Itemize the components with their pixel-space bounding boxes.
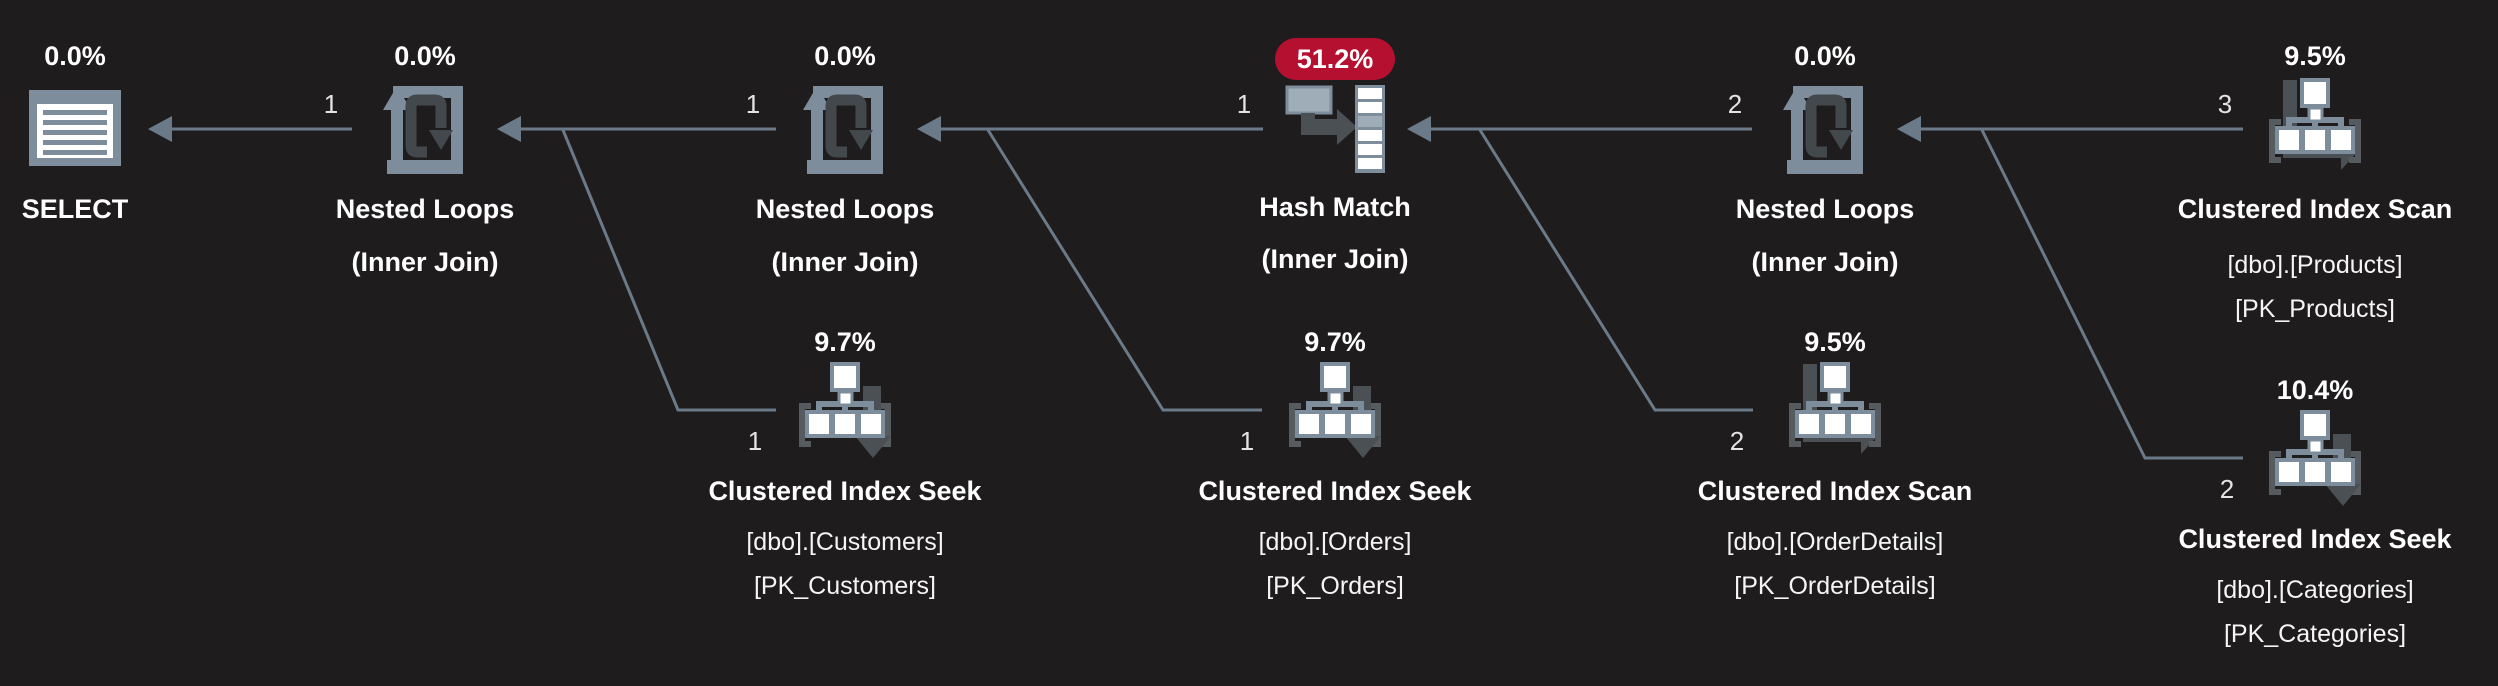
node-title: Clustered Index Seek — [1198, 476, 1472, 506]
nested-loops-icon — [1783, 86, 1863, 174]
node-title: Nested Loops — [755, 194, 935, 224]
edge-rowcount: 1 — [1240, 426, 1254, 456]
index-seek-icon — [1289, 362, 1381, 458]
index-name: [PK_Categories] — [2223, 620, 2407, 648]
plan-node-select[interactable]: 0.0% SELECT — [0, 38, 245, 226]
plan-node-clustered-index-seek-customers[interactable]: 9.7% Clustered Index Seek [dbo].[Custome… — [675, 324, 1015, 608]
node-subtitle: (Inner Join) — [351, 247, 499, 277]
index-seek-icon — [2269, 410, 2361, 506]
node-title: Nested Loops — [1735, 194, 1915, 224]
node-subtitle: (Inner Join) — [1751, 247, 1899, 277]
plan-node-nested-loops-3[interactable]: 0.0% Nested Loops (Inner Join) — [1655, 38, 1995, 280]
plan-node-nested-loops-2[interactable]: 0.0% Nested Loops (Inner Join) — [675, 38, 1015, 280]
cost-percent: 0.0% — [44, 41, 106, 71]
index-name: [PK_Products] — [2235, 295, 2395, 323]
plan-node-hash-match[interactable]: 51.2% Hash Match (Inner Join) — [1165, 38, 1505, 277]
cost-percent: 9.5% — [1804, 327, 1866, 357]
index-name: [PK_Customers] — [753, 572, 936, 600]
cost-percent: 0.0% — [394, 41, 456, 71]
plan-node-clustered-index-seek-orders[interactable]: 9.7% Clustered Index Seek [dbo].[Orders]… — [1165, 324, 1505, 608]
nested-loops-icon — [803, 86, 883, 174]
object-name: [dbo].[OrderDetails] — [1726, 528, 1944, 556]
edge-rowcount: 3 — [2218, 89, 2232, 119]
node-subtitle: (Inner Join) — [1261, 244, 1409, 274]
node-title: Clustered Index Seek — [708, 476, 982, 506]
cost-percent: 0.0% — [1794, 41, 1856, 71]
edge-rowcount: 2 — [1728, 89, 1742, 119]
cost-percent: 0.0% — [814, 41, 876, 71]
cost-percent: 9.7% — [1304, 327, 1366, 357]
hash-match-icon — [1285, 85, 1385, 173]
index-scan-icon — [1789, 362, 1881, 454]
edge-rowcount: 2 — [2220, 474, 2234, 504]
object-name: [dbo].[Categories] — [2216, 576, 2414, 604]
plan-node-clustered-index-seek-categories[interactable]: 10.4% Clustered Index Seek [dbo].[Catego… — [2145, 372, 2485, 656]
node-title: Nested Loops — [335, 194, 515, 224]
node-title: Hash Match — [1259, 192, 1411, 222]
object-name: [dbo].[Products] — [2227, 251, 2403, 279]
plan-node-clustered-index-scan-orderdetails[interactable]: 9.5% Clustered Index Scan [dbo].[OrderDe… — [1665, 324, 2005, 608]
index-seek-icon — [799, 362, 891, 458]
edge-rowcount: 1 — [324, 89, 338, 119]
edge-rowcount: 1 — [1237, 89, 1251, 119]
edge-rowcount: 2 — [1730, 426, 1744, 456]
cost-percent: 10.4% — [2276, 375, 2354, 405]
node-title: Clustered Index Scan — [1697, 476, 1973, 506]
object-name: [dbo].[Orders] — [1258, 528, 1412, 556]
node-title: Clustered Index Scan — [2177, 194, 2453, 224]
edge-rowcount: 1 — [746, 89, 760, 119]
select-result-icon — [29, 90, 121, 166]
index-name: [PK_OrderDetails] — [1734, 572, 1936, 600]
node-title: Clustered Index Seek — [2178, 524, 2452, 554]
node-subtitle: (Inner Join) — [771, 247, 919, 277]
cost-percent: 9.7% — [814, 327, 876, 357]
object-name: [dbo].[Customers] — [746, 528, 944, 556]
index-scan-icon — [2269, 78, 2361, 170]
index-name: [PK_Orders] — [1266, 572, 1404, 600]
plan-node-clustered-index-scan-products[interactable]: 9.5% Clustered Index Scan [dbo].[Product… — [2145, 38, 2485, 331]
nested-loops-icon — [383, 86, 463, 174]
plan-node-nested-loops-1[interactable]: 0.0% Nested Loops (Inner Join) — [255, 38, 595, 280]
cost-percent: 9.5% — [2284, 41, 2346, 71]
edge-rowcount: 1 — [748, 426, 762, 456]
cost-percent-badge: 51.2% — [1274, 38, 1396, 80]
node-title: SELECT — [21, 194, 129, 224]
